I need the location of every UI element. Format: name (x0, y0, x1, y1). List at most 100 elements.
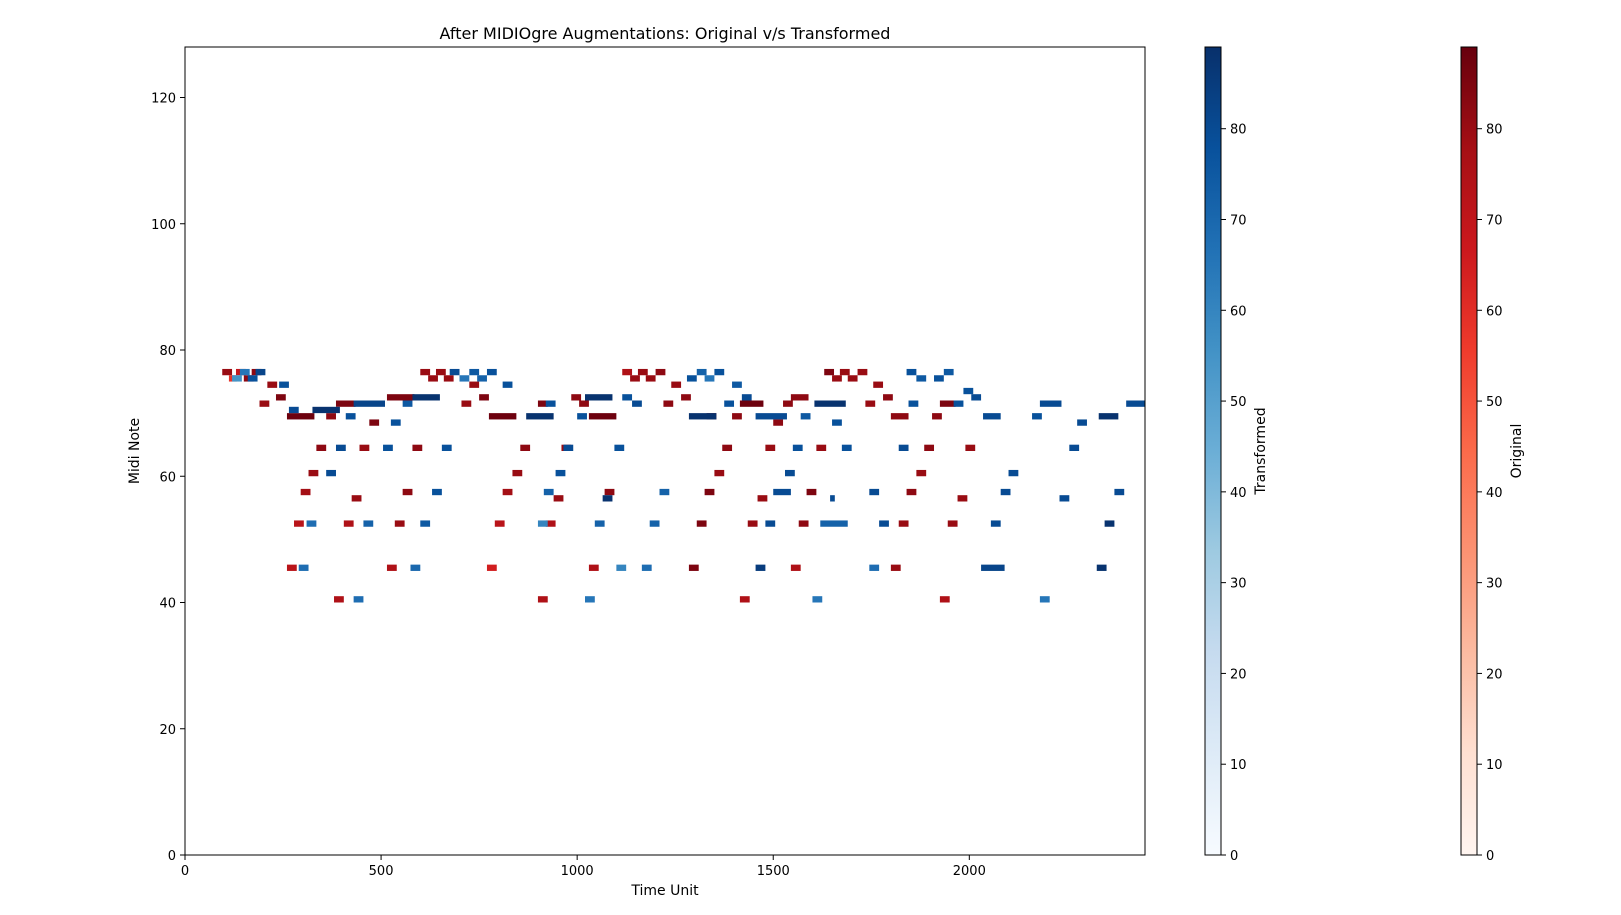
original-note (783, 400, 793, 407)
colorbar-original-label: Original (1509, 424, 1525, 479)
transformed-note (412, 394, 440, 401)
transformed-note (353, 400, 385, 407)
original-note (757, 495, 768, 502)
x-tick-label: 1500 (757, 864, 790, 879)
transformed-note (345, 413, 356, 420)
y-tick-label: 20 (159, 723, 176, 738)
original-note (553, 495, 564, 502)
transformed-note (298, 564, 309, 571)
transformed-note (812, 596, 823, 603)
transformed-note (832, 419, 842, 426)
original-note (714, 469, 725, 477)
transformed-note (732, 381, 742, 388)
transformed-note (688, 413, 717, 420)
original-note (588, 564, 599, 571)
transformed-note (755, 564, 766, 571)
transformed-note (785, 469, 795, 477)
original-note (916, 469, 927, 477)
colorbar-tick-label: 30 (1230, 577, 1247, 592)
transformed-note (577, 413, 587, 420)
colorbar-tick-label: 30 (1486, 577, 1503, 592)
original-note (890, 564, 901, 571)
transformed-note (990, 520, 1001, 527)
transformed-note (1096, 564, 1107, 571)
transformed-note (841, 444, 852, 451)
original-note (663, 400, 674, 407)
original-note (469, 381, 480, 388)
transformed-note (1039, 596, 1050, 603)
original-note (790, 564, 801, 571)
transformed-note (724, 400, 735, 407)
chart-title: After MIDIOgre Augmentations: Original v… (440, 24, 891, 43)
transformed-note (486, 368, 497, 376)
original-note (420, 368, 431, 376)
original-note (334, 596, 344, 603)
original-note (537, 400, 548, 407)
colorbar-tick-label: 20 (1486, 667, 1503, 682)
original-note (286, 413, 315, 420)
transformed-note (616, 564, 627, 571)
transformed-note (306, 520, 317, 527)
original-note (512, 469, 523, 477)
original-note (359, 444, 370, 451)
x-tick-label: 2000 (953, 864, 986, 879)
transformed-note (943, 368, 954, 376)
transformed-note (622, 394, 633, 401)
original-note (571, 394, 582, 401)
original-note (604, 488, 615, 496)
colorbar-transformed-label: Transformed (1253, 407, 1269, 495)
original-note (873, 381, 884, 388)
transformed-note (830, 495, 835, 502)
transformed-note (869, 564, 880, 571)
transformed-note (704, 375, 715, 382)
original-note (824, 368, 835, 376)
transformed-note (814, 400, 846, 407)
colorbar-tick-label: 10 (1230, 758, 1247, 773)
original-note (739, 400, 764, 407)
original-note (747, 520, 758, 527)
original-note (259, 400, 270, 407)
transformed-note (1126, 400, 1145, 407)
transformed-note (585, 596, 595, 603)
original-note (924, 444, 935, 451)
y-tick-label: 120 (151, 92, 176, 107)
plot-area-frame (184, 46, 1146, 856)
original-note (520, 444, 531, 451)
colorbar-original-gradient (1460, 46, 1478, 856)
transformed-note (288, 406, 299, 414)
transformed-note (916, 375, 927, 382)
colorbar-tick-label: 0 (1230, 849, 1238, 864)
original-note (545, 520, 556, 527)
colorbar-transformed-ticks: 0 10 20 30 40 50 60 70 80 (1221, 123, 1247, 864)
x-tick-label: 1000 (561, 864, 594, 879)
y-axis: 0 20 40 60 80 100 120 (151, 92, 185, 864)
original-note (732, 413, 742, 420)
y-tick-label: 100 (151, 218, 176, 233)
transformed-note (526, 413, 554, 420)
original-note (369, 419, 380, 426)
transformed-note (755, 413, 787, 420)
original-note (222, 368, 233, 376)
original-note (790, 394, 809, 401)
transformed-note (335, 444, 346, 451)
transformed-note (232, 375, 242, 382)
transformed-note (449, 368, 460, 376)
transformed-note (1104, 520, 1115, 527)
original-note (486, 564, 497, 571)
y-tick-label: 80 (159, 344, 176, 359)
transformed-note (1114, 488, 1125, 496)
transformed-note (1069, 444, 1080, 451)
transformed-note (659, 488, 670, 496)
original-note (461, 400, 472, 407)
colorbar-tick-label: 20 (1230, 667, 1247, 682)
original-note (412, 444, 423, 451)
colorbar-tick-label: 50 (1486, 395, 1503, 410)
transformed-note (410, 564, 421, 571)
transformed-note (649, 520, 660, 527)
colorbar-tick-label: 60 (1230, 304, 1247, 319)
original-note (645, 375, 656, 382)
original-note (537, 596, 548, 603)
original-note (502, 488, 513, 496)
original-note (839, 368, 850, 376)
